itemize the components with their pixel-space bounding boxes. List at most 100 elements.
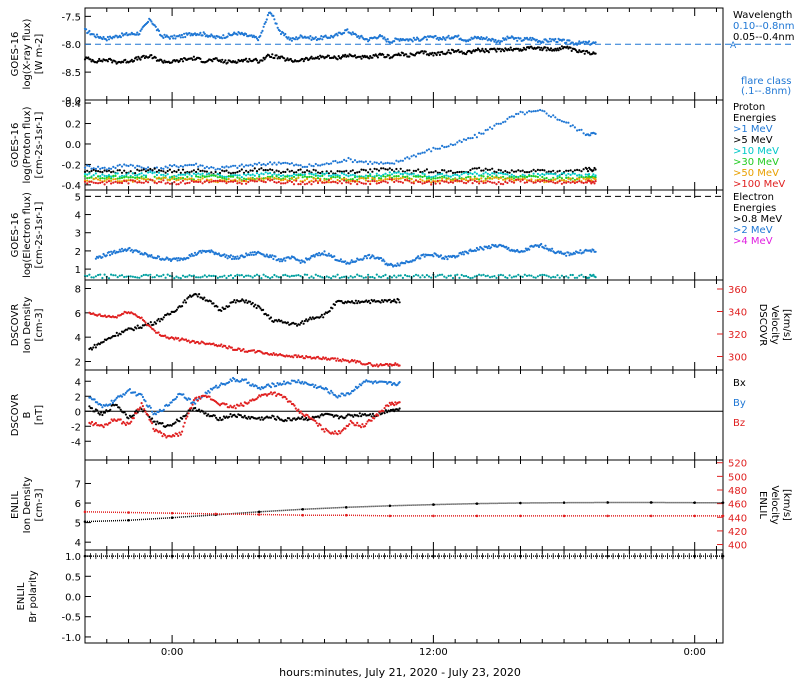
data-point — [292, 183, 296, 186]
data-point — [319, 37, 322, 40]
data-point — [322, 253, 325, 256]
data-point — [510, 173, 513, 176]
data-point — [197, 180, 200, 184]
data-point — [127, 179, 130, 182]
data-point — [253, 167, 256, 170]
data-point — [360, 415, 363, 418]
data-point — [447, 175, 450, 178]
data-point — [164, 165, 167, 168]
data-point — [284, 170, 287, 174]
data-point — [83, 58, 87, 61]
data-point — [258, 168, 261, 171]
data-point — [275, 181, 278, 184]
data-point — [208, 167, 211, 170]
data-point — [333, 255, 336, 258]
data-point — [292, 356, 295, 359]
data-point — [465, 179, 468, 182]
data-point — [412, 175, 415, 178]
data-point — [232, 164, 235, 167]
data-point — [248, 253, 251, 257]
data-point — [536, 175, 540, 179]
legend-label-flare-class: flare class — [741, 76, 791, 87]
data-point — [114, 174, 117, 177]
data-point — [410, 178, 413, 181]
data-point — [213, 414, 216, 417]
data-point — [471, 172, 474, 176]
data-point — [358, 175, 361, 178]
data-point — [314, 162, 317, 166]
data-point — [258, 178, 261, 181]
data-point — [168, 179, 171, 182]
data-point — [473, 167, 476, 170]
data-point — [384, 380, 387, 384]
data-point — [94, 167, 97, 170]
data-point — [569, 46, 572, 49]
data-point — [386, 411, 389, 414]
legend-label: >100 MeV — [733, 179, 785, 190]
data-point — [483, 51, 486, 54]
data-point — [278, 29, 281, 32]
data-point — [110, 58, 113, 62]
data-point — [110, 175, 113, 178]
data-point — [162, 167, 165, 170]
data-point — [214, 170, 217, 174]
data-point — [103, 273, 106, 276]
data-point — [208, 172, 211, 175]
data-point — [120, 174, 124, 177]
data-point — [369, 173, 372, 176]
data-point — [282, 31, 285, 34]
data-point — [92, 346, 95, 349]
data-point — [384, 178, 387, 181]
data-point — [478, 248, 481, 251]
data-point — [393, 180, 396, 184]
data-point — [434, 170, 437, 173]
right-y-axis-label: [km/s] — [781, 309, 792, 341]
data-point — [338, 180, 341, 183]
data-point — [140, 408, 143, 411]
data-point — [147, 274, 150, 277]
data-point — [116, 276, 119, 279]
y-tick-label: 0.0 — [65, 593, 81, 604]
data-point — [203, 175, 206, 179]
data-point — [144, 178, 148, 181]
data-point — [516, 39, 519, 42]
data-point — [86, 169, 89, 172]
data-point — [327, 54, 330, 57]
data-point — [266, 14, 269, 17]
data-point — [251, 173, 254, 176]
data-point — [109, 403, 112, 406]
data-point — [220, 60, 223, 63]
data-point — [154, 56, 157, 59]
data-point — [173, 277, 176, 280]
data-point — [556, 177, 559, 180]
data-point — [184, 338, 188, 341]
data-point — [193, 251, 197, 254]
data-point — [94, 169, 97, 172]
data-point — [136, 174, 139, 177]
data-point — [445, 145, 448, 148]
data-point — [208, 391, 211, 394]
data-point — [578, 40, 581, 43]
data-point — [360, 160, 363, 163]
data-point — [352, 415, 355, 418]
data-point — [122, 61, 125, 64]
data-point — [386, 277, 389, 280]
data-point — [100, 403, 103, 407]
data-point — [357, 300, 360, 303]
data-point — [368, 253, 371, 256]
data-point — [319, 385, 322, 388]
data-point — [271, 276, 274, 279]
data-point — [562, 181, 566, 184]
data-point — [292, 175, 296, 178]
data-point — [512, 170, 516, 173]
data-point — [93, 410, 96, 413]
data-point — [89, 346, 92, 350]
data-point — [234, 274, 237, 278]
data-point — [541, 273, 544, 276]
data-point — [146, 253, 149, 256]
data-point — [186, 398, 189, 401]
data-point — [226, 61, 229, 64]
data-point — [534, 170, 537, 173]
data-point — [115, 419, 118, 422]
data-point — [369, 182, 372, 186]
